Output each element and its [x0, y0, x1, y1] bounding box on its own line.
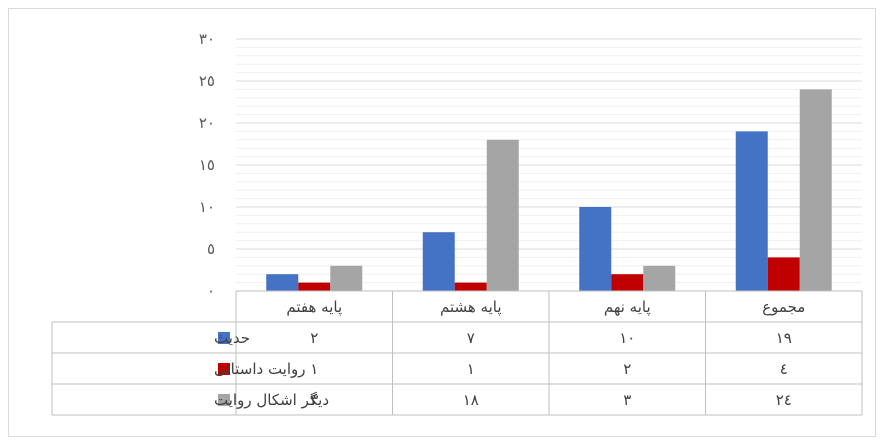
legend-swatch	[218, 394, 230, 406]
table-cell: ١٩	[776, 329, 792, 347]
y-tick-label: ٥	[207, 240, 215, 258]
table-cell: ٢	[623, 360, 631, 378]
y-tick-label: ٠	[207, 282, 215, 300]
bar-1-1	[266, 274, 299, 291]
table-cell: ١٨	[463, 391, 479, 409]
table-cell: ٣	[623, 391, 631, 409]
legend-swatch	[218, 332, 230, 344]
bar-2-2	[454, 282, 487, 291]
table-cell: ١	[467, 360, 475, 378]
y-tick-label: ٢٠	[199, 114, 215, 132]
y-tick-label: ١٠	[199, 198, 215, 216]
bar-2-1	[298, 282, 331, 291]
chart-frame: ٠ ٥ ١٠ ١٥ ٢٠ ٢٥ ٣٠ پایه هفتم پایه هشتم پایه نهم مج…	[8, 8, 876, 437]
bar-1-4	[735, 131, 768, 291]
y-tick-label: ٢٥	[199, 72, 215, 90]
table-cell: ١٠	[619, 329, 635, 347]
bar-3-2	[486, 139, 519, 291]
bar-1-2	[422, 232, 455, 291]
table-cell: ٤	[780, 360, 788, 378]
legend-label: روایت داستانی	[214, 360, 306, 378]
y-tick-label: ١٥	[199, 156, 215, 174]
bar-3-1	[330, 265, 363, 291]
table-cell: ٣	[310, 391, 318, 409]
legend-label: دیگر اشکال روایت	[214, 391, 329, 409]
table-cell: ٢	[310, 329, 318, 347]
category-label: پایه نهم	[604, 298, 651, 317]
bar-2-4	[767, 257, 800, 291]
chart-svg: ٠ ٥ ١٠ ١٥ ٢٠ ٢٥ ٣٠ پایه هفتم پایه هشتم پایه نهم مج…	[51, 30, 863, 416]
table-cell: ١	[310, 360, 318, 378]
bar-2-3	[611, 274, 644, 291]
legend-label: حدیث	[214, 329, 250, 347]
category-label: پایه هفتم	[286, 298, 342, 317]
bar-3-4	[799, 89, 832, 292]
category-label: مجموع	[762, 298, 805, 316]
bar-1-3	[579, 207, 612, 291]
category-label: پایه هشتم	[440, 298, 502, 317]
legend-swatch	[218, 363, 230, 375]
y-tick-label: ٣٠	[199, 30, 215, 48]
bar-3-3	[643, 265, 676, 291]
table-cell: ٢٤	[776, 391, 792, 409]
table-cell: ٧	[467, 329, 475, 347]
